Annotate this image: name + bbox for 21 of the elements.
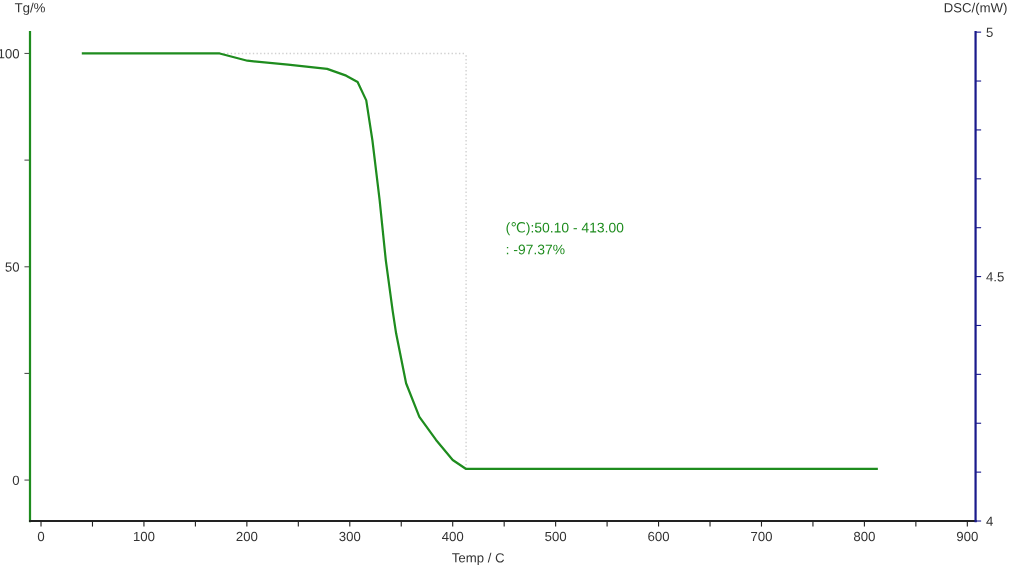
x-axis-title: Temp / C <box>452 552 505 566</box>
y2-axis-title: DSC/(mW) <box>944 2 1007 16</box>
y-tick-label: 0 <box>12 475 20 485</box>
x-tick-label: 400 <box>442 531 464 542</box>
x-tick-label: 300 <box>339 531 361 542</box>
x-tick-label: 500 <box>545 531 567 542</box>
y2-tick-label: 4 <box>986 516 993 526</box>
annotation: (℃):50.10 - 413.00 <box>506 222 624 236</box>
annotation: : -97.37% <box>506 244 565 255</box>
y-tick-label: 50 <box>5 262 20 272</box>
x-tick-label: 800 <box>853 531 875 542</box>
y-axis-title: Tg/% <box>14 2 45 16</box>
x-tick-label: 600 <box>648 531 670 542</box>
x-tick-label: 200 <box>236 531 258 542</box>
x-tick-label: 0 <box>37 531 45 542</box>
y2-tick-label: 5 <box>986 27 993 38</box>
y2-tick-label: 4.5 <box>986 272 1004 282</box>
line-series <box>81 52 878 471</box>
x-tick-label: 700 <box>751 531 772 542</box>
x-tick-label: 100 <box>133 531 155 542</box>
x-tick-label: 900 <box>956 531 978 542</box>
